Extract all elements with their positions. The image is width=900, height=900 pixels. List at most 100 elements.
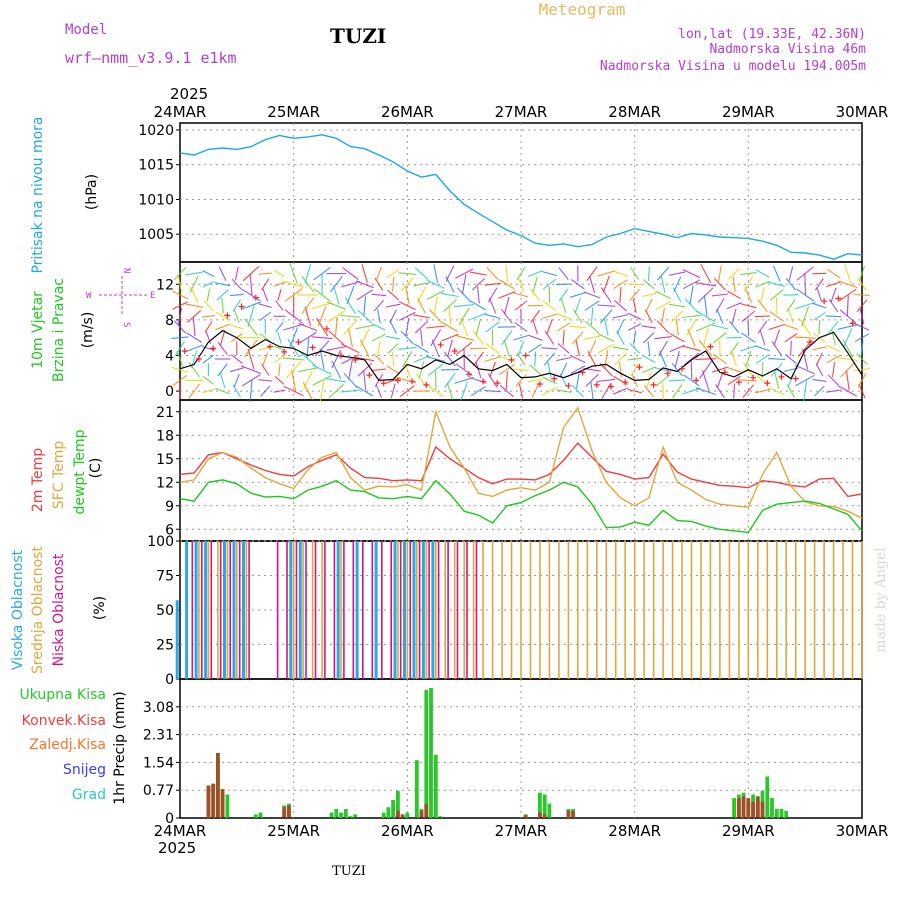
wind-direction-stroke — [172, 374, 188, 386]
wind-direction-stroke — [825, 315, 842, 318]
wind-direction-stroke — [558, 267, 569, 280]
wind-direction-stroke — [402, 351, 413, 368]
wind-direction-stroke — [218, 266, 227, 281]
precip-total-bar — [329, 812, 334, 818]
wind-direction-stroke — [597, 333, 615, 342]
wind-direction-stroke — [858, 383, 866, 399]
wind-direction-stroke — [249, 380, 253, 402]
precip-ytick-label: 3.08 — [143, 700, 174, 716]
wind-direction-stroke — [298, 322, 318, 332]
wind-direction-stroke — [695, 358, 717, 360]
wind-direction-stroke — [812, 378, 827, 382]
wind-direction-stroke — [244, 318, 258, 336]
wind-direction-stroke — [373, 353, 385, 365]
wind-direction-stroke — [826, 281, 841, 288]
precip-total-bar — [732, 798, 736, 818]
wind-direction-stroke — [283, 280, 305, 288]
x-bottom-tick-label: 26MAR — [381, 822, 434, 840]
wind-direction-stroke — [768, 387, 785, 396]
wind-direction-stroke — [773, 329, 781, 346]
wind-direction-stroke — [177, 307, 183, 325]
wind-direction-stroke — [772, 265, 781, 282]
compass-north: N — [121, 268, 131, 273]
wind-direction-stroke — [356, 289, 374, 301]
wind-direction-stroke — [646, 373, 652, 388]
wind-direction-stroke — [172, 301, 188, 310]
wind-direction-stroke — [229, 367, 244, 373]
wind-direction-stroke — [600, 287, 612, 303]
wind-direction-stroke — [371, 293, 387, 297]
wind-direction-stroke — [794, 301, 816, 310]
wind-ytick-label: 8 — [165, 313, 174, 329]
wind-direction-stroke — [427, 363, 444, 377]
wind-direction-stroke — [541, 347, 558, 350]
wind-direction-stroke — [570, 365, 586, 374]
wind-direction-stroke — [240, 301, 262, 311]
wind-direction-stroke — [584, 300, 600, 311]
wind-direction-stroke — [771, 340, 782, 356]
wind-direction-stroke — [426, 325, 446, 329]
wind-direction-stroke — [726, 366, 742, 373]
wind-direction-stroke — [232, 299, 241, 312]
wind-direction-stroke — [630, 267, 640, 280]
wind-direction-stroke — [547, 361, 552, 378]
wind-direction-stroke — [614, 299, 627, 312]
wind-direction-stroke — [326, 301, 346, 310]
wind-direction-stroke — [597, 378, 616, 383]
wind-direction-stroke — [361, 264, 368, 283]
wind-direction-stroke — [827, 374, 840, 387]
wind-direction-stroke — [304, 306, 312, 327]
wind-direction-stroke — [828, 298, 839, 313]
wind-direction-stroke — [531, 383, 539, 399]
wind-direction-stroke — [314, 340, 330, 357]
temperature-ytick-label: 18 — [156, 428, 174, 444]
wind-direction-stroke — [484, 282, 501, 286]
wind-direction-stroke — [348, 360, 353, 380]
wind-direction-stroke — [788, 309, 794, 324]
wind-direction-stroke — [297, 367, 318, 373]
wind-direction-stroke — [826, 344, 841, 353]
wind-direction-marker — [835, 295, 842, 302]
wind-direction-stroke — [645, 298, 653, 313]
wind-direction-stroke — [312, 375, 332, 386]
wind-direction-stroke — [331, 360, 342, 379]
wind-direction-stroke — [487, 373, 498, 388]
wind-direction-stroke — [514, 322, 528, 332]
wind-direction-stroke — [812, 346, 827, 351]
wind-direction-stroke — [247, 348, 255, 370]
wind-direction-stroke — [289, 263, 299, 284]
wind-direction-stroke — [842, 339, 854, 358]
wind-direction-stroke — [316, 317, 329, 337]
wind-direction-stroke — [530, 288, 541, 302]
wind-direction-stroke — [202, 354, 214, 364]
wind-direction-stroke — [356, 385, 374, 397]
wind-direction-stroke — [546, 319, 553, 335]
wind-direction-stroke — [240, 365, 262, 375]
x-bottom-tick-label: 28MAR — [608, 822, 661, 840]
pressure-ytick-label: 1020 — [138, 123, 174, 139]
wind-direction-stroke — [259, 311, 272, 321]
wind-direction-stroke — [443, 299, 457, 313]
wind-direction-marker — [806, 339, 813, 346]
wind-direction-stroke — [774, 371, 780, 389]
wind-direction-stroke — [802, 348, 809, 370]
x-top-tick-label: 26MAR — [381, 103, 434, 121]
year-top-label: 2025 — [170, 85, 208, 103]
wind-direction-stroke — [448, 307, 452, 326]
wind-direction-stroke — [583, 291, 601, 299]
wind-direction-stroke — [470, 386, 486, 397]
wind-direction-stroke — [311, 302, 333, 310]
wind-direction-marker — [437, 341, 444, 348]
precip-total-bar — [386, 807, 391, 818]
wind-direction-stroke — [556, 322, 571, 332]
wind-direction-stroke — [499, 384, 514, 398]
wind-direction-stroke — [513, 368, 529, 371]
x-bottom-tick-label: 25MAR — [267, 822, 320, 840]
wind-direction-stroke — [454, 304, 475, 308]
wind-direction-stroke — [277, 289, 282, 301]
wind-direction-stroke — [686, 318, 697, 336]
wind-direction-stroke — [217, 363, 228, 377]
precip-conv-bar — [746, 798, 751, 818]
wind-direction-stroke — [575, 340, 581, 357]
wind-direction-stroke — [683, 374, 700, 387]
